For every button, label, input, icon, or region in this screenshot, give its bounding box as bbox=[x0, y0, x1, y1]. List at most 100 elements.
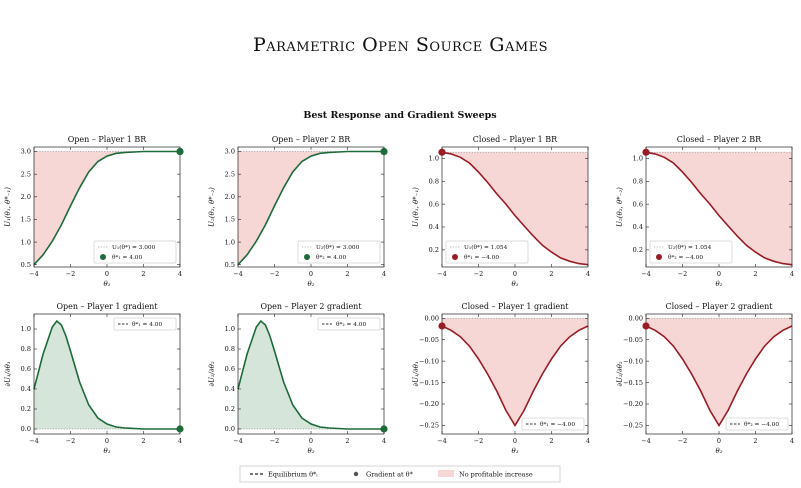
x-tick-label: 0 bbox=[105, 270, 109, 278]
y-tick-label: 0.2 bbox=[633, 246, 643, 254]
legend-marker-icon bbox=[656, 254, 662, 260]
x-tick-label: 2 bbox=[549, 437, 553, 445]
y-axis-label: U₂(θ₂, θ*₋₂) bbox=[616, 187, 624, 227]
shaded-region bbox=[442, 318, 588, 426]
y-tick-label: 0.00 bbox=[629, 314, 643, 322]
legend-shade-swatch bbox=[438, 470, 454, 477]
x-tick-label: −4 bbox=[641, 437, 651, 445]
legend-label: θ*₂ = 4.00 bbox=[336, 322, 366, 328]
equilibrium-marker bbox=[438, 148, 446, 156]
shaded-region bbox=[238, 321, 384, 429]
page-title: Parametric Open Source Games bbox=[252, 34, 549, 56]
y-tick-label: 0.5 bbox=[21, 261, 31, 269]
x-tick-label: 2 bbox=[753, 270, 757, 278]
legend-box bbox=[317, 317, 381, 331]
x-tick-label: 4 bbox=[382, 270, 386, 278]
x-axis-label: θ₁ bbox=[103, 280, 110, 288]
y-tick-label: −0.20 bbox=[419, 400, 439, 408]
equilibrium-marker bbox=[176, 147, 184, 156]
x-tick-label: −2 bbox=[678, 437, 688, 445]
y-tick-label: 0.8 bbox=[225, 345, 235, 353]
x-tick-label: 0 bbox=[513, 437, 517, 445]
series-line bbox=[645, 151, 793, 266]
y-tick-label: −0.10 bbox=[419, 357, 439, 365]
x-axis-label: θ₁ bbox=[511, 280, 518, 288]
y-tick-label: 0.4 bbox=[429, 223, 439, 231]
x-tick-label: 4 bbox=[178, 270, 182, 278]
x-tick-label: −2 bbox=[678, 270, 688, 278]
chart-panel-closed-p2-grad: −4 −2 0 2 4 0.00 −0.05 −0.10 −0.15 −0.20 −0.25 Clos… bbox=[616, 302, 794, 455]
y-tick-label: 0.8 bbox=[21, 345, 31, 353]
legend-label: θ*₁ = 4.00 bbox=[132, 322, 162, 328]
legend-box bbox=[93, 240, 177, 264]
x-tick-label: −4 bbox=[437, 270, 447, 278]
chart-panel-closed-p2-br: −4 −2 0 2 4 0.2 0.4 0.6 0.8 1.0 Closed – Player 2 … bbox=[616, 135, 794, 288]
x-tick-label: 2 bbox=[345, 270, 349, 278]
figure-legend-gradient: Gradient at θ* bbox=[366, 471, 414, 479]
figure-legend-equilibrium: Equilibrium θ*ᵢ bbox=[268, 471, 318, 479]
y-tick-label: −0.15 bbox=[419, 379, 439, 387]
y-tick-label: 0.00 bbox=[425, 314, 439, 322]
y-tick-label: −0.05 bbox=[419, 336, 439, 344]
x-tick-label: 4 bbox=[790, 270, 794, 278]
y-tick-label: −0.05 bbox=[623, 336, 643, 344]
legend-box bbox=[113, 317, 177, 331]
panel-title: Open – Player 2 gradient bbox=[260, 302, 362, 311]
x-tick-label: 2 bbox=[141, 270, 145, 278]
y-axis-label: U₁(θ₁, θ*₋₁) bbox=[412, 187, 420, 227]
legend-label: U₂(θ*) = 1.054 bbox=[668, 244, 712, 251]
figure-suptitle: Best Response and Gradient Sweeps bbox=[303, 110, 496, 121]
y-tick-label: 1.0 bbox=[429, 155, 439, 163]
x-tick-label: −4 bbox=[29, 437, 39, 445]
y-tick-label: 1.0 bbox=[21, 325, 31, 333]
chart-panel-open-p2-grad: −4 −2 0 2 4 0.0 0.2 0.4 0.6 0.8 1.0 Open – Player 2… bbox=[208, 302, 388, 455]
x-tick-label: −2 bbox=[270, 437, 280, 445]
legend-box bbox=[649, 240, 733, 264]
legend-label: θ*₁ = −4.00 bbox=[464, 255, 499, 261]
y-tick-label: 1.5 bbox=[225, 216, 235, 224]
y-tick-label: 0.8 bbox=[633, 177, 643, 185]
legend-marker-icon bbox=[100, 254, 106, 260]
legend-box bbox=[725, 417, 789, 431]
x-tick-label: 4 bbox=[586, 437, 590, 445]
shaded-region bbox=[442, 152, 588, 265]
y-tick-label: 0.2 bbox=[429, 246, 439, 254]
series-line bbox=[441, 325, 589, 427]
y-tick-label: 0.2 bbox=[21, 405, 31, 413]
legend-marker-icon bbox=[304, 254, 310, 260]
y-tick-label: 2.0 bbox=[21, 193, 31, 201]
y-tick-label: 1.0 bbox=[633, 155, 643, 163]
legend-label: θ*₂ = −4.00 bbox=[744, 422, 779, 428]
equilibrium-marker bbox=[642, 148, 650, 156]
x-tick-label: −4 bbox=[29, 270, 39, 278]
series-line bbox=[441, 151, 589, 266]
y-tick-label: 0.2 bbox=[225, 405, 235, 413]
y-tick-label: 1.5 bbox=[21, 216, 31, 224]
y-tick-label: 0.6 bbox=[429, 200, 439, 208]
legend-box bbox=[521, 417, 585, 431]
x-tick-label: 4 bbox=[586, 270, 590, 278]
y-tick-label: 2.0 bbox=[225, 193, 235, 201]
panel-title: Closed – Player 1 gradient bbox=[461, 302, 569, 311]
y-tick-label: 1.0 bbox=[21, 238, 31, 246]
x-tick-label: 0 bbox=[717, 270, 721, 278]
x-tick-label: −2 bbox=[474, 437, 484, 445]
x-tick-label: 4 bbox=[178, 437, 182, 445]
x-tick-label: 0 bbox=[513, 270, 517, 278]
chart-panels: −4 −2 0 2 4 0.5 1.0 1.5 2.0 2.5 3.0 Open – Player 1… bbox=[4, 135, 794, 455]
x-tick-label: 0 bbox=[717, 437, 721, 445]
x-tick-label: 2 bbox=[345, 437, 349, 445]
equilibrium-marker bbox=[642, 322, 650, 330]
legend-dot-icon bbox=[353, 471, 359, 477]
y-axis-label: ∂U₂/∂θ₂ bbox=[616, 361, 624, 387]
series-line bbox=[645, 325, 793, 427]
panel-title: Open – Player 1 gradient bbox=[56, 302, 158, 311]
y-tick-label: 0.0 bbox=[225, 425, 235, 433]
y-axis-label: U₂(θ₂, θ*₋₂) bbox=[208, 187, 216, 227]
x-tick-label: −2 bbox=[66, 270, 76, 278]
legend-label: θ*₁ = 4.00 bbox=[112, 255, 142, 261]
y-tick-label: 1.0 bbox=[225, 325, 235, 333]
legend-label: U₂(θ*) = 3.000 bbox=[316, 244, 360, 251]
chart-panel-closed-p1-grad: −4 −2 0 2 4 0.00 −0.05 −0.10 −0.15 −0.20 −0.25 Clos… bbox=[412, 302, 590, 455]
